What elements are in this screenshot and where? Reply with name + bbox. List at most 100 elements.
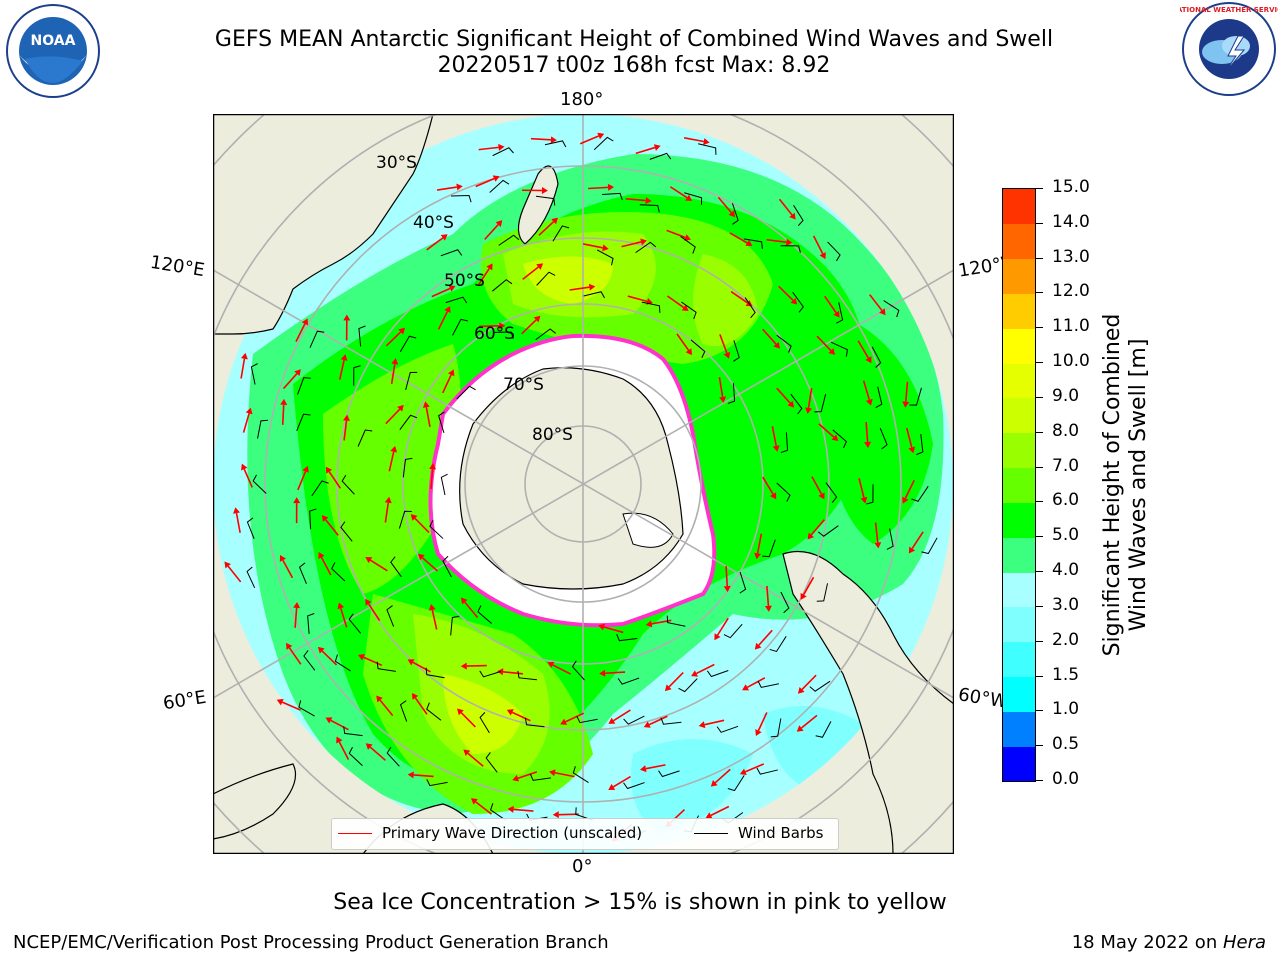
legend-red-line: [338, 833, 372, 834]
wind-barb: [879, 427, 888, 450]
wave-arrow-head: [317, 646, 325, 654]
wind-barb: [770, 718, 782, 738]
wave-arrow: [521, 319, 537, 335]
wind-barb: [353, 365, 361, 386]
lat-label-30s: 30°S: [376, 153, 417, 173]
wind-barb: [398, 510, 412, 529]
wave-arrow: [824, 295, 837, 314]
wave-arrow-head: [470, 798, 478, 805]
wave-arrow-head: [745, 239, 753, 246]
wind-barb: [641, 301, 661, 313]
wind-barb: [886, 528, 894, 550]
colorbar-tick-mark: [1035, 571, 1043, 573]
wind-barb: [429, 519, 444, 539]
wave-arrow-head: [742, 684, 749, 691]
wave-arrow-head: [805, 407, 812, 414]
wave-arrow-head: [714, 633, 721, 641]
colorbar-cell: [1003, 606, 1035, 643]
wind-barb: [816, 583, 829, 602]
colorbar-tick-label: 12.0: [1052, 281, 1090, 302]
wave-arrow: [669, 186, 688, 199]
wave-arrow-head: [902, 496, 909, 504]
wave-arrow: [281, 701, 301, 711]
wave-arrow-head: [551, 217, 559, 225]
wave-arrow: [627, 295, 648, 303]
wave-arrow-head: [224, 561, 231, 569]
colorbar-tick-mark: [1035, 396, 1043, 398]
land-africa: [213, 763, 297, 840]
lat-label-80s: 80°S: [532, 425, 573, 445]
wave-arrow-head: [376, 695, 383, 703]
wind-barb: [916, 434, 924, 456]
wave-arrow: [771, 426, 777, 447]
map-frame-border: [213, 114, 954, 854]
wind-barb: [921, 537, 938, 555]
legend-label-wind-barbs: Wind Barbs: [738, 824, 824, 842]
wave-arrow-head: [407, 771, 414, 779]
map-panel: [213, 114, 954, 854]
wind-barb: [442, 555, 452, 578]
wind-barb: [440, 473, 448, 496]
wave-arrow: [477, 268, 490, 286]
noaa-logo-text: NOAA: [31, 33, 76, 49]
wind-barb: [246, 566, 256, 589]
wind-barb: [311, 480, 329, 497]
wind-barb: [298, 700, 315, 717]
wind-barb: [303, 650, 316, 671]
wave-arrow: [812, 235, 824, 255]
wave-arrow-head: [498, 143, 505, 151]
wind-barb: [489, 179, 510, 193]
wave-arrow: [379, 699, 394, 717]
wave-arrow: [758, 629, 773, 646]
wave-arrow: [569, 286, 590, 291]
wind-barb: [331, 562, 346, 582]
colorbar-cell: [1003, 746, 1035, 782]
wind-barb: [733, 340, 740, 362]
wave-arrow-head: [536, 263, 544, 270]
wind-barb: [596, 249, 614, 266]
wave-arrow: [426, 237, 444, 251]
wave-arrow: [385, 408, 401, 425]
wind-barb: [769, 636, 787, 653]
wave-arrow: [645, 764, 666, 770]
wind-barb: [399, 414, 418, 431]
colorbar-tick-mark: [1035, 745, 1043, 747]
wave-arrow: [635, 146, 656, 155]
wave-arrow: [869, 294, 883, 311]
wave-arrow-head: [495, 220, 503, 227]
wave-arrow-head: [860, 496, 868, 504]
colorbar-cell: [1003, 189, 1035, 225]
wind-barb: [660, 717, 682, 725]
wave-arrow-head: [240, 352, 248, 360]
wave-arrow: [295, 323, 306, 343]
wave-arrow-head: [321, 515, 329, 522]
wind-barb: [529, 773, 551, 781]
wave-arrow-head: [772, 445, 780, 452]
legend-item-wind-barbs: Wind Barbs: [694, 824, 823, 842]
wave-arrow: [517, 771, 538, 779]
wind-barb: [617, 677, 640, 685]
wind-barb: [744, 297, 756, 319]
lat-label-40s: 40°S: [413, 213, 454, 233]
wave-arrow: [778, 198, 793, 216]
colorbar-tick-mark: [1035, 536, 1043, 538]
wave-arrow: [757, 712, 768, 731]
wave-arrow: [904, 479, 915, 499]
wave-arrow: [240, 358, 246, 379]
wave-arrow-head: [548, 769, 556, 777]
wave-arrow-head: [233, 507, 240, 514]
wind-barb: [544, 140, 567, 148]
nws-logo: NATIONAL WEATHER SERVICE: [1180, 2, 1278, 96]
wave-arrow: [579, 135, 599, 145]
wave-arrow: [800, 714, 818, 729]
wind-barb: [399, 700, 408, 722]
wave-arrow-head: [598, 623, 605, 631]
wave-arrow: [696, 663, 715, 675]
wind-barb: [341, 474, 355, 495]
wave-arrow-head: [773, 341, 781, 349]
wind-barb: [426, 779, 448, 787]
wave-arrow-head: [533, 315, 541, 323]
wind-barb: [681, 301, 697, 320]
wave-arrow-head: [645, 197, 652, 205]
wind-barb: [743, 238, 763, 249]
